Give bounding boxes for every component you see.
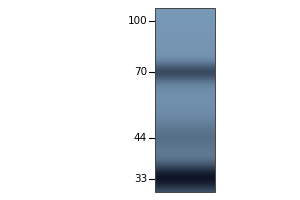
- Text: 33: 33: [134, 174, 147, 184]
- Text: 44: 44: [134, 133, 147, 143]
- Text: 100: 100: [128, 16, 147, 26]
- Bar: [155, 8, 215, 192]
- Text: 70: 70: [134, 67, 147, 77]
